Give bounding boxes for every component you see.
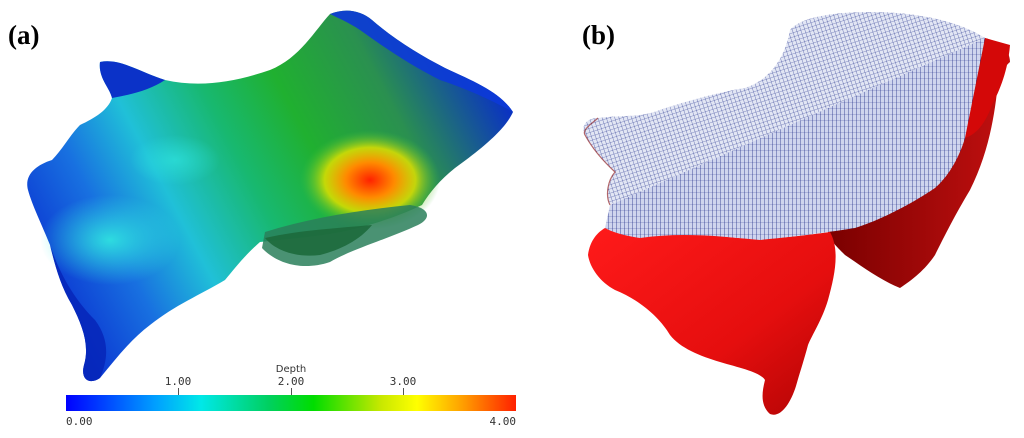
colorbar-tick (403, 388, 404, 395)
colorbar-title: Depth (275, 364, 307, 375)
colorbar-min-label: 0.00 (66, 415, 93, 428)
panel-a-label: (a) (8, 20, 40, 50)
depth-terrain-surface (27, 10, 514, 382)
colorbar-tick (291, 388, 292, 395)
colorbar-max-label: 4.00 (489, 415, 517, 428)
colorbar-tick (178, 388, 179, 395)
mesh-model (583, 12, 1010, 415)
depth-colorbar: Depth 1.00 2.00 3.00 0.00 4.00 (66, 362, 516, 432)
colorbar-tick-label: 1.00 (164, 375, 192, 388)
colorbar-tick-label: 3.00 (389, 375, 417, 388)
panel-b-label: (b) (582, 20, 615, 50)
colorbar-tick-label: 2.00 (277, 375, 305, 388)
colorbar-gradient (66, 395, 516, 411)
